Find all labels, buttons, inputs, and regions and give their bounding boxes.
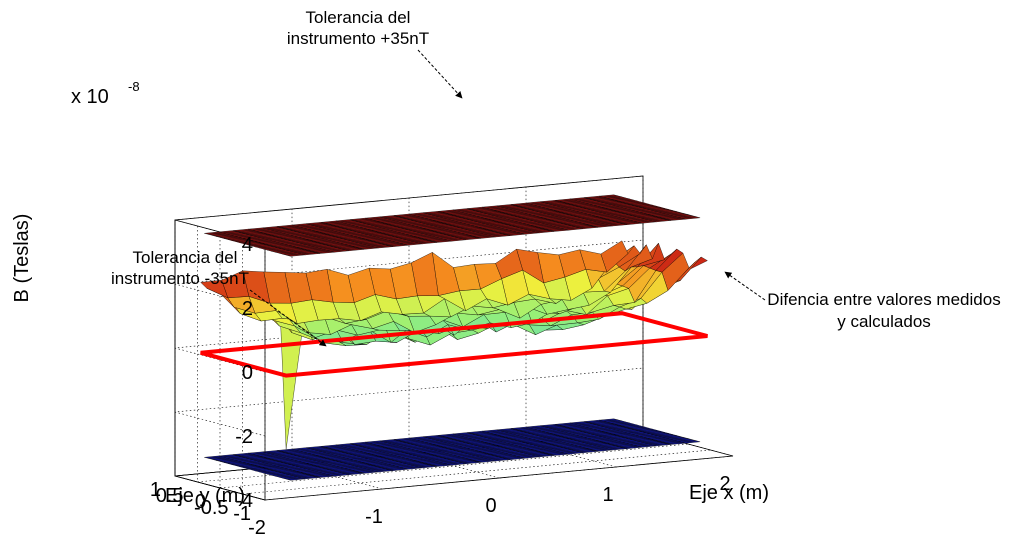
annotation-arrow (417, 49, 463, 99)
z-scale-exponent: -8 (128, 79, 140, 94)
z-axis-label: B (Teslas) (11, 214, 33, 303)
grid-line-y (219, 232, 689, 489)
y-tick-label: 0 (195, 491, 206, 513)
zero-level-outline (200, 311, 708, 378)
annotations: Tolerancia del instrumento +35nT Toleran… (111, 8, 1001, 331)
x-tick-label: -2 (248, 517, 266, 539)
z-scale-label: x 10 (71, 86, 109, 108)
y-tick-label: -0.5 (194, 497, 228, 519)
upper-tolerance-plane (204, 194, 701, 257)
annotation-diff-line1: Difencia entre valores medidos (767, 290, 1000, 309)
upper-plane-cell (599, 194, 618, 198)
annotation-lower-line2: instrumento -35nT (111, 269, 249, 288)
z-tick-label: -2 (235, 426, 253, 448)
annotation-arrow (724, 271, 766, 301)
z-tick-label: 4 (242, 234, 253, 256)
diff-surface-cell (200, 280, 229, 299)
difference-surface (200, 240, 708, 450)
x-tick-label: 2 (719, 473, 730, 495)
x-tick-label: 1 (602, 484, 613, 506)
x-tick-label: 0 (485, 495, 496, 517)
annotation-upper-line1: Tolerancia del (306, 8, 411, 27)
lower-plane-cell (599, 418, 618, 422)
y-tick-label: 0.5 (156, 485, 184, 507)
grid-line-y (264, 244, 734, 501)
z-tick-label: -4 (235, 490, 253, 512)
z-scale-factor: x 10 -8 (71, 79, 140, 108)
x-axis-label: Eje x (m) (689, 482, 769, 504)
grid-line-y (242, 238, 711, 495)
y-axis-label: Eje y (m) (165, 485, 245, 507)
y-tick-label: -1 (233, 503, 251, 525)
annotation-arrow (249, 289, 327, 347)
y-tick-label: 1 (150, 479, 161, 501)
z-tick-label: 0 (242, 362, 253, 384)
x-tick-label: -1 (365, 506, 383, 528)
lower-tolerance-plane (204, 418, 701, 481)
z-tick-label: 2 (242, 298, 253, 320)
annotation-lower-line1: Tolerancia del (133, 248, 238, 267)
annotation-arrows (249, 49, 766, 347)
annotation-diff-line2: y calculados (837, 312, 931, 331)
annotation-upper-line2: instrumento +35nT (287, 29, 429, 48)
